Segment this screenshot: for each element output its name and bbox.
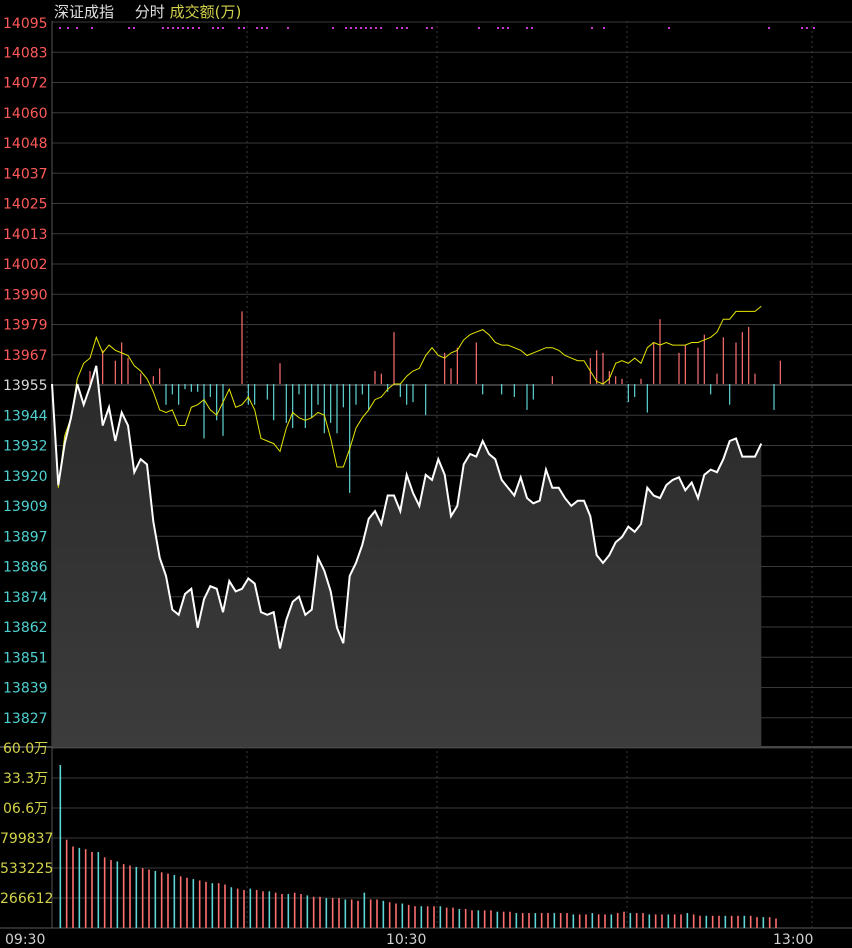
time-tick-label: 13:00 <box>773 932 813 948</box>
signal-dot <box>406 27 408 29</box>
signal-dot <box>396 27 398 29</box>
signal-dot <box>332 27 334 29</box>
chart-header: 深证成指 分时 成交额(万) <box>54 1 241 22</box>
signal-dot <box>67 27 69 29</box>
price-tick-label: 14060 <box>3 106 48 122</box>
volume-tick-label: 60.0万 <box>3 741 48 757</box>
time-tick-label: 10:30 <box>386 932 426 948</box>
price-tick-label: 14025 <box>3 197 48 213</box>
price-tick-label: 13839 <box>3 681 48 697</box>
signal-dot <box>182 27 184 29</box>
signal-dot <box>365 27 367 29</box>
price-tick-label: 14013 <box>3 227 48 243</box>
signal-dot <box>668 27 670 29</box>
price-tick-label: 13990 <box>3 287 48 303</box>
signal-dot <box>360 27 362 29</box>
volume-tick-label: 06.6万 <box>3 801 48 817</box>
signal-dot <box>177 27 179 29</box>
price-tick-label: 13897 <box>3 529 48 545</box>
signal-dot <box>128 27 130 29</box>
signal-dot <box>801 27 803 29</box>
signal-dot <box>238 27 240 29</box>
time-axis: 09:30 10:30 13:00 <box>5 932 813 948</box>
price-tick-label: 14037 <box>3 166 48 182</box>
volume-tick-label: 33.3万 <box>3 771 48 787</box>
signal-dot <box>261 27 263 29</box>
signal-dot <box>355 27 357 29</box>
signal-dot <box>162 27 164 29</box>
signal-dot <box>603 27 605 29</box>
signal-dot <box>187 27 189 29</box>
signal-dot <box>266 27 268 29</box>
signal-dot <box>198 27 200 29</box>
signal-dot <box>243 27 245 29</box>
signal-dot <box>287 27 289 29</box>
signal-dot <box>431 27 433 29</box>
signal-dot <box>813 27 815 29</box>
signal-dot <box>350 27 352 29</box>
volume-metric-label: 成交额(万) <box>169 3 242 21</box>
diff-bars <box>89 311 781 493</box>
price-line <box>51 365 763 649</box>
price-tick-label: 14072 <box>3 76 48 92</box>
signal-dot <box>497 27 499 29</box>
price-tick-label: 13862 <box>3 620 48 636</box>
signal-dot <box>531 27 533 29</box>
volume-bars <box>59 764 777 928</box>
time-tick-label: 09:30 <box>5 932 45 948</box>
signal-dot <box>768 27 770 29</box>
price-tick-label: 13827 <box>3 711 48 727</box>
price-tick-label: 13909 <box>3 499 48 515</box>
signal-dot <box>59 27 61 29</box>
signal-dot <box>806 27 808 29</box>
signal-dot <box>478 27 480 29</box>
signal-dot <box>591 27 593 29</box>
price-tick-label: 14002 <box>3 257 48 273</box>
signal-dot <box>192 27 194 29</box>
index-name: 深证成指 <box>54 3 115 21</box>
volume-tick-label: 799837 <box>0 831 53 847</box>
price-tick-label: 13944 <box>3 408 48 424</box>
price-axis: 14095 14083 14072 14060 14048 14037 14025 14013… <box>3 16 48 727</box>
signal-dot <box>217 27 219 29</box>
signal-dot <box>507 27 509 29</box>
price-tick-label: 13932 <box>3 439 48 455</box>
price-tick-label: 13874 <box>3 590 48 606</box>
signal-dot <box>172 27 174 29</box>
signal-dot <box>76 27 78 29</box>
signal-dots <box>59 27 815 29</box>
signal-dot <box>345 27 347 29</box>
price-tick-label: 13920 <box>3 469 48 485</box>
signal-dot <box>133 27 135 29</box>
price-tick-label: 13955 <box>3 378 48 394</box>
price-tick-label: 13886 <box>3 560 48 576</box>
signal-dot <box>401 27 403 29</box>
signal-dot <box>375 27 377 29</box>
price-tick-label: 14048 <box>3 136 48 152</box>
volume-tick-label: 266612 <box>0 891 53 907</box>
price-tick-label: 13979 <box>3 318 48 334</box>
view-mode-label[interactable]: 分时 <box>134 3 165 21</box>
signal-dot <box>380 27 382 29</box>
price-tick-label: 14095 <box>3 16 48 32</box>
price-tick-label: 13851 <box>3 650 48 666</box>
signal-dot <box>212 27 214 29</box>
volume-axis: 60.0万 33.3万 06.6万 799837 533225 266612 <box>0 741 53 907</box>
volume-tick-label: 533225 <box>0 861 53 877</box>
average-price-line <box>51 305 762 488</box>
price-tick-label: 14083 <box>3 45 48 61</box>
signal-dot <box>370 27 372 29</box>
signal-dot <box>426 27 428 29</box>
price-tick-label: 13967 <box>3 348 48 364</box>
signal-dot <box>91 27 93 29</box>
signal-dot <box>526 27 528 29</box>
signal-dot <box>256 27 258 29</box>
signal-dot <box>167 27 169 29</box>
price-area <box>52 365 762 747</box>
signal-dot <box>502 27 504 29</box>
signal-dot <box>222 27 224 29</box>
